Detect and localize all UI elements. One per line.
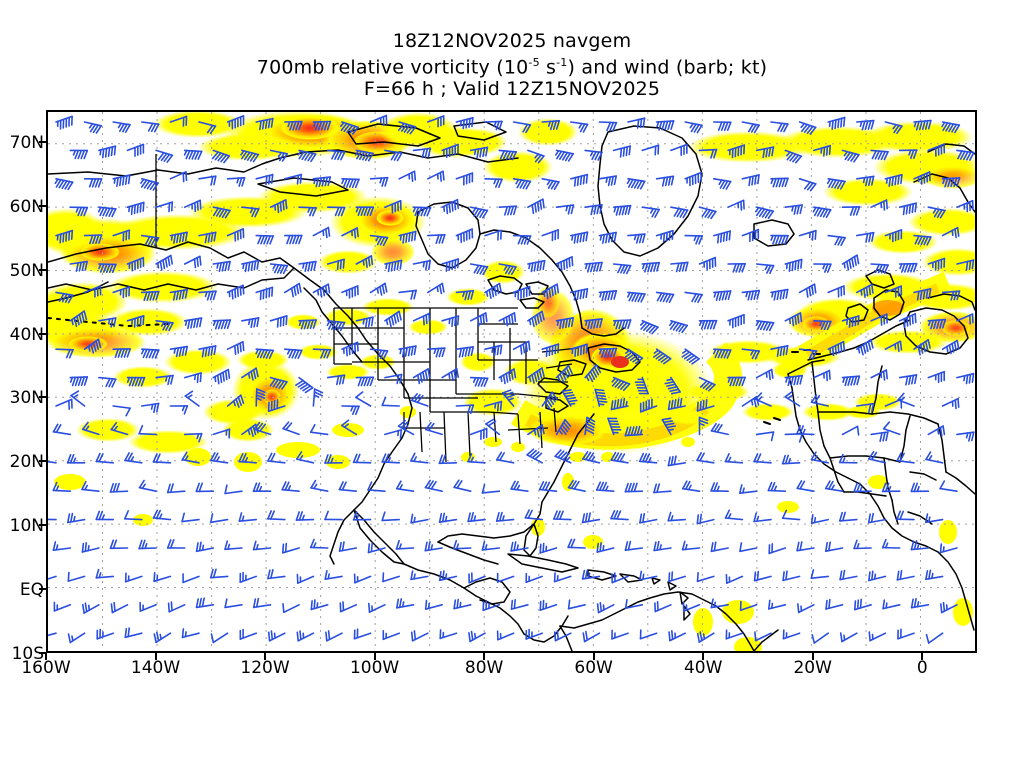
y-tick-mark — [39, 140, 47, 143]
y-tick-label-40N: 40N — [9, 324, 44, 345]
title-line-valid: F=66 h ; Valid 12Z15NOV2025 — [363, 78, 661, 101]
y-tick-label-10N: 10N — [9, 516, 44, 537]
title-field-mid: s — [539, 56, 557, 79]
y-tick-label-20N: 20N — [9, 452, 44, 473]
y-tick-label-EQ: EQ — [19, 580, 44, 601]
x-tick-label-80W: 80W — [464, 658, 504, 678]
political-borders — [155, 154, 579, 463]
title-line-model: 18Z12NOV2025 navgem — [392, 30, 632, 52]
wind-barb-layer — [48, 114, 975, 644]
x-tick-mark — [45, 653, 47, 660]
y-tick-mark — [39, 396, 47, 399]
x-tick-label-40W: 40W — [683, 658, 723, 678]
title-exponent-2: -1 — [556, 56, 568, 69]
x-tick-mark — [592, 653, 595, 660]
vorticity-field — [48, 112, 975, 651]
x-tick-mark — [154, 653, 157, 660]
x-tick-mark — [264, 653, 267, 660]
y-tick-mark — [39, 652, 47, 654]
y-tick-mark — [39, 524, 47, 527]
x-tick-mark — [921, 653, 924, 660]
x-tick-label-20W: 20W — [793, 658, 832, 678]
x-tick-mark — [811, 653, 814, 660]
title-exponent-1: -5 — [528, 56, 540, 69]
y-tick-label-70N: 70N — [9, 132, 44, 153]
x-tick-label-120W: 120W — [240, 658, 290, 678]
x-tick-label-60W: 60W — [574, 658, 613, 678]
y-tick-label-30N: 30N — [9, 388, 44, 409]
x-tick-mark — [483, 653, 486, 660]
x-tick-label-160W: 160W — [21, 658, 71, 678]
y-tick-label-10S: 10S — [11, 644, 44, 664]
x-tick-label-100W: 100W — [349, 658, 400, 678]
y-tick-mark — [39, 204, 47, 207]
y-tick-label-50N: 50N — [9, 260, 44, 281]
x-tick-label-0: 0 — [916, 658, 928, 678]
x-tick-label-140W: 140W — [130, 658, 181, 678]
x-tick-mark — [702, 653, 705, 660]
title-field-post: ) and wind (barb; kt) — [567, 56, 768, 79]
map-plot-area[interactable] — [46, 110, 977, 653]
title-field-pre: 700mb relative vorticity (10 — [256, 56, 529, 79]
y-tick-mark — [39, 268, 47, 271]
title-line-field: 700mb relative vorticity (10-5 s-1) and … — [0, 52, 1024, 78]
y-tick-mark — [39, 588, 47, 591]
map-canvas — [48, 112, 975, 651]
y-tick-mark — [39, 332, 47, 335]
x-tick-mark — [373, 653, 376, 660]
y-tick-mark — [39, 460, 47, 463]
chart-title-block: 18Z12NOV2025 navgem 700mb relative vorti… — [0, 30, 1024, 100]
y-tick-label-60N: 60N — [9, 196, 44, 217]
